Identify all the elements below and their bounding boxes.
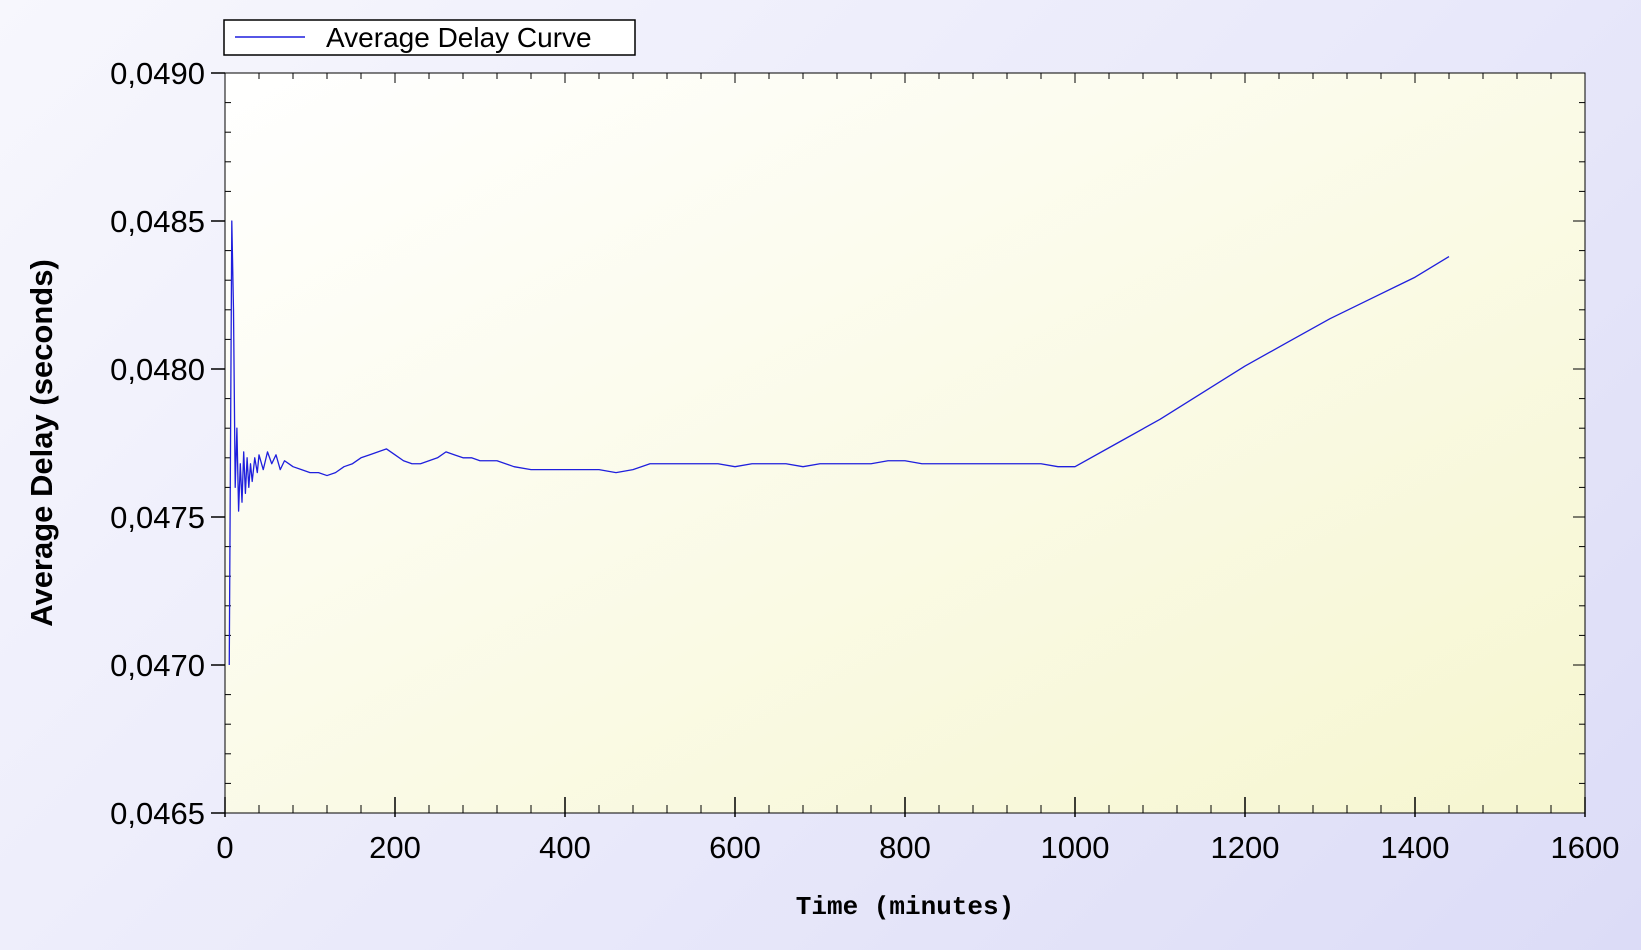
y-tick-label: 0,0480 [110,352,205,387]
legend: Average Delay Curve [223,19,636,56]
y-axis: 0,0465 0,0470 0,0475 0,0480 0,0485 0,0490 [110,56,1585,831]
x-tick-label: 1200 [1211,830,1280,865]
y-tick-label: 0,0485 [110,204,205,239]
x-tick-label: 200 [369,830,421,865]
legend-label: Average Delay Curve [326,22,592,53]
y-axis-label: Average Delay (seconds) [24,259,59,627]
plot-area [224,72,1586,814]
x-tick-label: 1000 [1041,830,1110,865]
series-layer [228,220,1450,666]
x-tick-label: 600 [709,830,761,865]
x-axis: 0 200 400 600 800 1000 1200 1400 1600 [216,73,1619,865]
series-line-0 [228,220,1450,666]
x-tick-label: 400 [539,830,591,865]
x-tick-label: 0 [216,830,233,865]
y-tick-label: 0,0490 [110,56,205,91]
x-tick-label: 1400 [1381,830,1450,865]
y-tick-label: 0,0475 [110,500,205,535]
x-tick-label: 1600 [1551,830,1620,865]
x-axis-label: Time (minutes) [796,892,1014,922]
minor-ticks [225,73,1585,813]
y-tick-label: 0,0470 [110,648,205,683]
x-tick-label: 800 [879,830,931,865]
y-tick-label: 0,0465 [110,796,205,831]
